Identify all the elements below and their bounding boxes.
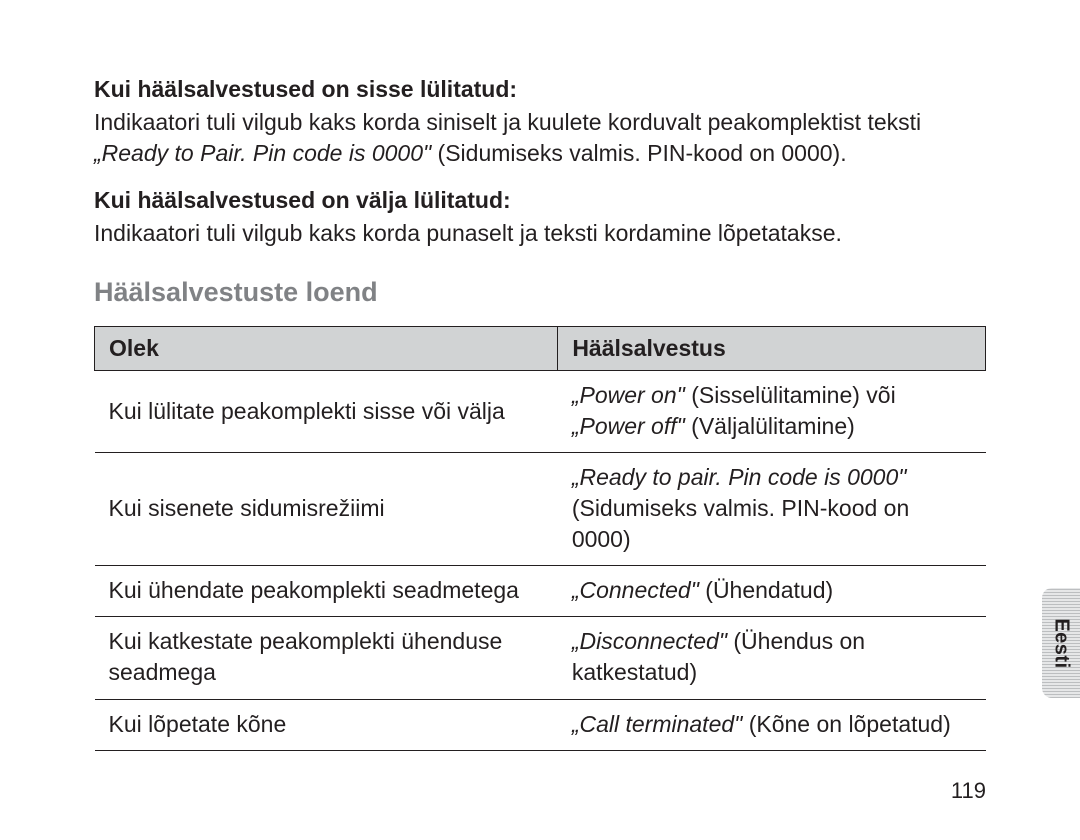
table-cell-status: Kui sisenete sidumisrežiimi — [95, 453, 558, 566]
page-content: Kui häälsalvestused on sisse lülitatud: … — [0, 0, 1080, 751]
section-off: Kui häälsalvestused on välja lülitatud: … — [94, 187, 986, 249]
table-header-col1: Olek — [95, 327, 558, 371]
table-cell-status: Kui lõpetate kõne — [95, 699, 558, 750]
section-on: Kui häälsalvestused on sisse lülitatud: … — [94, 76, 986, 169]
table-cell-status: Kui lülitate peakomplekti sisse või välj… — [95, 371, 558, 453]
table-header-row: Olek Häälsalvestus — [95, 327, 986, 371]
section-on-body: Indikaatori tuli vilgub kaks korda sinis… — [94, 107, 986, 169]
section-off-body: Indikaatori tuli vilgub kaks korda punas… — [94, 218, 986, 249]
table-cell-prompt: „Connected" (Ühendatud) — [558, 566, 986, 617]
table-row: Kui katkestate peakomplekti ühenduse sea… — [95, 617, 986, 699]
voice-prompts-table: Olek Häälsalvestus Kui lülitate peakompl… — [94, 326, 986, 750]
table-row: Kui lülitate peakomplekti sisse või välj… — [95, 371, 986, 453]
subsection-title: Häälsalvestuste loend — [94, 277, 986, 308]
language-side-tab: Eesti — [1042, 588, 1080, 698]
section-on-line1: Indikaatori tuli vilgub kaks korda sinis… — [94, 109, 921, 135]
table-header-col2: Häälsalvestus — [558, 327, 986, 371]
language-side-tab-label: Eesti — [1050, 618, 1073, 668]
table-cell-status: Kui ühendate peakomplekti seadmetega — [95, 566, 558, 617]
table-row: Kui ühendate peakomplekti seadmetega „Co… — [95, 566, 986, 617]
table-cell-status: Kui katkestate peakomplekti ühenduse sea… — [95, 617, 558, 699]
section-off-heading: Kui häälsalvestused on välja lülitatud: — [94, 187, 986, 214]
section-on-italic: „Ready to Pair. Pin code is 0000" — [94, 140, 431, 166]
table-cell-prompt: „Power on" (Sisselülitamine) või „Power … — [558, 371, 986, 453]
table-row: Kui sisenete sidumisrežiimi „Ready to pa… — [95, 453, 986, 566]
table-cell-prompt: „Call terminated" (Kõne on lõpetatud) — [558, 699, 986, 750]
table-cell-prompt: „Ready to pair. Pin code is 0000" (Sidum… — [558, 453, 986, 566]
page-number: 119 — [951, 778, 986, 804]
table-cell-prompt: „Disconnected" (Ühendus on katkestatud) — [558, 617, 986, 699]
section-on-heading: Kui häälsalvestused on sisse lülitatud: — [94, 76, 986, 103]
table-row: Kui lõpetate kõne „Call terminated" (Kõn… — [95, 699, 986, 750]
section-on-rest: (Sidumiseks valmis. PIN-kood on 0000). — [431, 140, 846, 166]
